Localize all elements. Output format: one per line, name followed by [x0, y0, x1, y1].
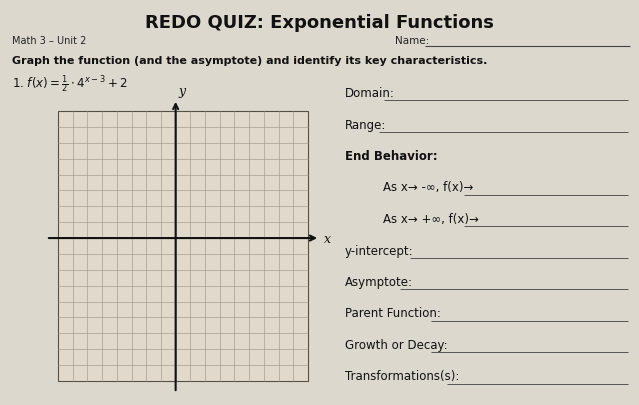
Text: y-intercept:: y-intercept: — [345, 244, 413, 257]
Text: Graph the function (and the asymptote) and identify its key characteristics.: Graph the function (and the asymptote) a… — [12, 56, 488, 66]
Text: 1. $f(x) = \frac{1}{2} \cdot 4^{x-3} + 2$: 1. $f(x) = \frac{1}{2} \cdot 4^{x-3} + 2… — [12, 73, 128, 94]
Bar — [58, 112, 308, 381]
Text: Range:: Range: — [345, 118, 387, 131]
Text: REDO QUIZ: Exponential Functions: REDO QUIZ: Exponential Functions — [144, 14, 493, 32]
Text: As x→ +∞, f(x)→: As x→ +∞, f(x)→ — [383, 213, 479, 226]
Text: Math 3 – Unit 2: Math 3 – Unit 2 — [12, 36, 86, 46]
Text: End Behavior:: End Behavior: — [345, 149, 438, 162]
Text: Domain:: Domain: — [345, 87, 395, 100]
Text: As x→ -∞, f(x)→: As x→ -∞, f(x)→ — [383, 181, 473, 194]
Text: x: x — [324, 232, 331, 245]
Text: Growth or Decay:: Growth or Decay: — [345, 338, 448, 351]
Text: Name:: Name: — [395, 36, 429, 46]
Text: Parent Function:: Parent Function: — [345, 307, 441, 320]
Text: Asymptote:: Asymptote: — [345, 275, 413, 288]
Text: Transformations(s):: Transformations(s): — [345, 370, 459, 383]
Text: y: y — [179, 85, 186, 98]
